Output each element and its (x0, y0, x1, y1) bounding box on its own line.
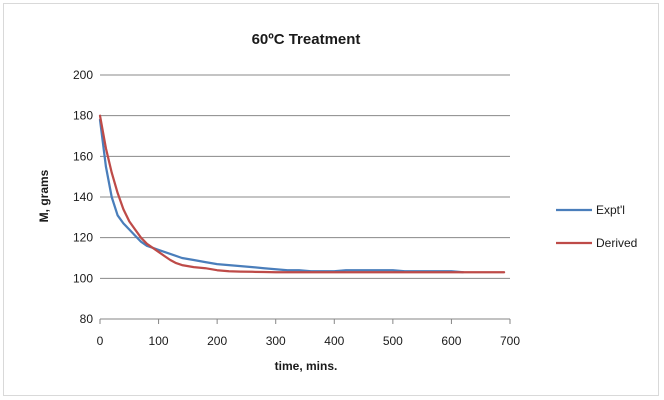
x-tick-label: 200 (207, 334, 227, 348)
y-tick-label: 120 (73, 231, 93, 245)
gridlines (99, 74, 511, 324)
y-tick-label: 180 (73, 109, 93, 123)
y-tick-label: 160 (73, 149, 93, 163)
y-tick-labels: 80 100 120 140 160 180 200 (73, 68, 93, 326)
y-tick-label: 100 (73, 271, 93, 285)
series-line-expt-l (98, 118, 465, 274)
x-tick-label: 100 (149, 334, 169, 348)
x-tick-labels: 0 100 200 300 400 500 600 700 (97, 334, 521, 348)
y-tick-label: 80 (80, 312, 94, 326)
x-axis-title: time, mins. (275, 359, 338, 373)
series-line-derived (98, 114, 506, 274)
plot-series (98, 114, 506, 274)
y-axis-title: M, grams (37, 169, 51, 222)
chart-title: 60ºC Treatment (252, 31, 361, 48)
x-tick-label: 400 (324, 334, 344, 348)
legend: Expt'l Derived (556, 203, 637, 250)
legend-label-derived: Derived (596, 236, 637, 250)
x-tick-label: 300 (266, 334, 286, 348)
legend-label-expt-l: Expt'l (596, 203, 625, 217)
x-tick-label: 0 (97, 334, 104, 348)
x-tick-label: 700 (500, 334, 520, 348)
x-tick-label: 500 (383, 334, 403, 348)
y-tick-label: 140 (73, 190, 93, 204)
y-tick-label: 200 (73, 68, 93, 82)
x-tick-label: 600 (441, 334, 461, 348)
